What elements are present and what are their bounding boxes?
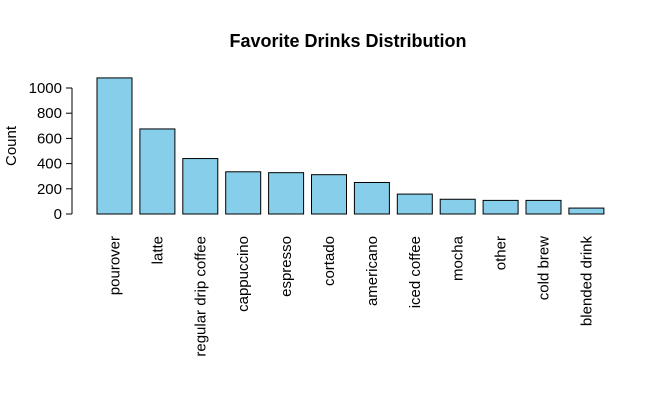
y-ticks: 0 200 400 600 800 1000	[29, 80, 72, 223]
bar-other	[482, 199, 519, 215]
x-tick-label: pourover	[107, 236, 124, 295]
x-tick-label: cold brew	[536, 236, 553, 300]
y-tick-label: 800	[37, 105, 62, 122]
x-tick-label: mocha	[450, 235, 467, 281]
bar-blended-drink	[568, 207, 605, 215]
bar-cold-brew	[525, 199, 562, 215]
x-tick-label: cappuccino	[235, 236, 252, 312]
x-tick-label: latte	[149, 236, 166, 264]
x-tick-label: regular drip coffee	[192, 236, 209, 357]
y-tick-label: 1000	[29, 80, 62, 97]
x-tick-label: espresso	[278, 236, 295, 297]
bar-iced-coffee	[396, 193, 433, 215]
y-tick-label: 600	[37, 130, 62, 147]
bar-regular-drip-coffee	[182, 158, 219, 215]
x-tick-labels: pourover latte regular drip coffee cappucci…	[107, 235, 596, 356]
bar-latte	[139, 128, 176, 215]
bar-pourover	[96, 77, 133, 215]
y-tick-label: 400	[37, 156, 62, 173]
bar-cortado	[311, 174, 347, 215]
y-axis-label: Count	[3, 125, 20, 166]
bar-mocha	[439, 198, 476, 215]
bars	[96, 77, 605, 215]
x-tick-label: blended drink	[578, 236, 595, 327]
bar-americano	[353, 182, 390, 215]
chart-title: Favorite Drinks Distribution	[229, 31, 466, 51]
x-tick-label: iced coffee	[407, 236, 424, 308]
x-tick-label: americano	[364, 236, 381, 306]
bar-espresso	[268, 172, 305, 215]
bar-cappuccino	[225, 171, 262, 215]
x-tick-label: cortado	[321, 236, 338, 286]
x-tick-label: other	[493, 236, 510, 270]
y-tick-label: 200	[37, 181, 62, 198]
y-tick-label: 0	[54, 206, 62, 223]
